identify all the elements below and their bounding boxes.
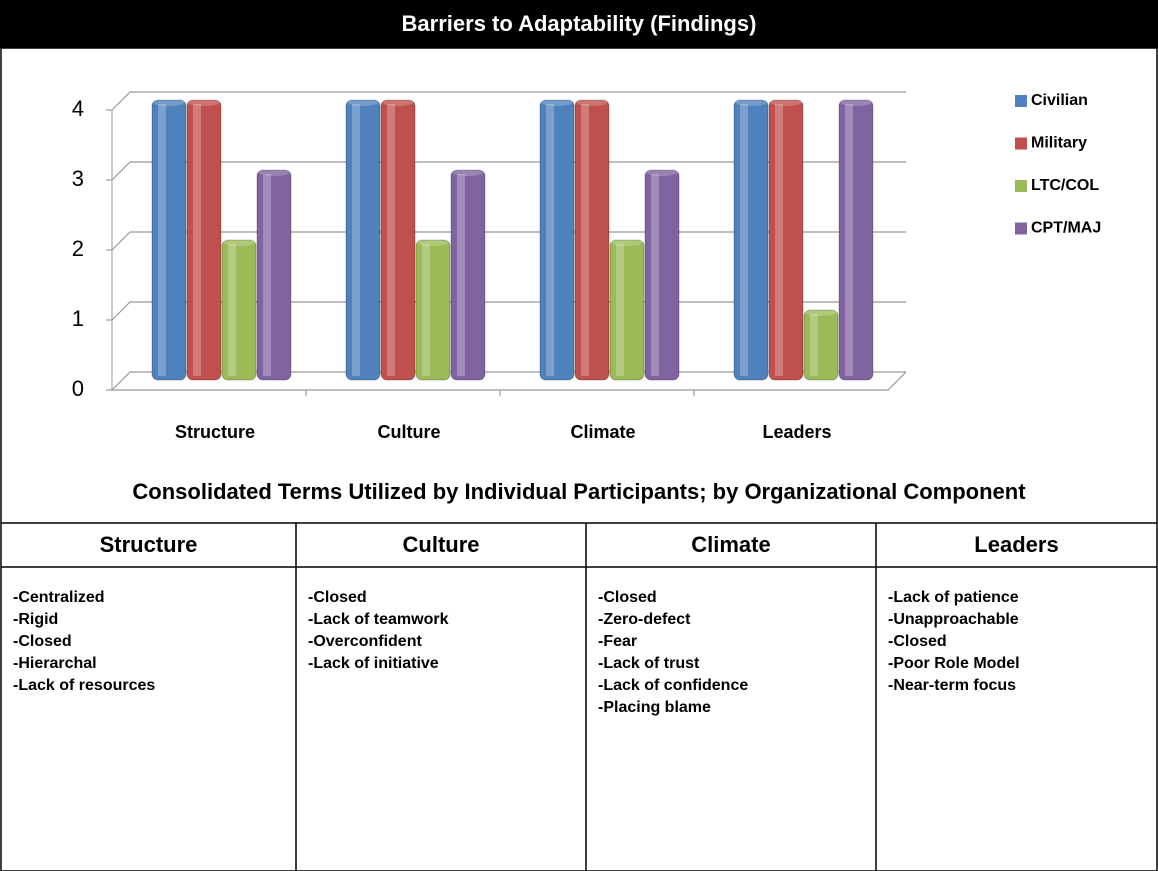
column-header: Climate <box>691 532 770 557</box>
bar-cap <box>347 98 379 106</box>
bar <box>644 169 680 381</box>
bar-cap <box>417 238 449 246</box>
bar <box>838 99 874 381</box>
bar <box>415 239 451 381</box>
bar <box>574 99 610 381</box>
legend-swatch <box>1015 222 1027 235</box>
column-item: -Centralized <box>13 589 105 606</box>
column-item: -Fear <box>598 633 637 650</box>
grid-line <box>111 91 906 111</box>
bar-cap <box>611 238 643 246</box>
column-item: -Poor Role Model <box>888 655 1020 672</box>
bar-highlight <box>158 104 166 376</box>
y-tick-label: 1 <box>72 306 84 331</box>
bar-cap <box>541 98 573 106</box>
x-tick-label: Climate <box>570 422 635 442</box>
bar-cap <box>223 238 255 246</box>
bar-highlight <box>422 244 430 376</box>
legend-swatch <box>1015 180 1027 192</box>
column-item: -Lack of resources <box>13 677 155 694</box>
column-item: -Rigid <box>13 611 58 628</box>
bar-cap <box>576 98 608 106</box>
bar-cap <box>646 168 678 176</box>
y-tick-label: 2 <box>72 236 84 261</box>
bar <box>450 169 486 381</box>
y-tick-label: 0 <box>72 376 84 401</box>
column-item: -Closed <box>888 633 947 650</box>
y-tick-label: 3 <box>72 166 84 191</box>
bar-highlight <box>352 104 360 376</box>
bar-cap <box>382 98 414 106</box>
bar <box>221 239 257 381</box>
x-tick-label: Structure <box>175 422 255 442</box>
column-item: -Closed <box>598 589 657 606</box>
bar-highlight <box>651 174 659 376</box>
column-item: -Lack of patience <box>888 589 1019 606</box>
bar <box>151 99 187 381</box>
bar-highlight <box>193 104 201 376</box>
column-item: -Lack of confidence <box>598 677 748 694</box>
column-header: Culture <box>403 532 480 557</box>
bar-highlight <box>457 174 465 376</box>
bar-cap <box>735 98 767 106</box>
column-item: -Closed <box>308 589 367 606</box>
y-tick-label: 4 <box>72 96 84 121</box>
bar-highlight <box>581 104 589 376</box>
floor <box>112 371 907 391</box>
bar-cap <box>153 98 185 106</box>
x-tick-label: Leaders <box>762 422 831 442</box>
legend-label: Military <box>1031 135 1087 152</box>
bar-highlight <box>263 174 271 376</box>
column-item: -Closed <box>13 633 72 650</box>
bar <box>609 239 645 381</box>
bar-highlight <box>228 244 236 376</box>
bar-cap <box>840 98 872 106</box>
bar-cap <box>452 168 484 176</box>
bar-highlight <box>845 104 853 376</box>
legend-swatch <box>1015 95 1027 107</box>
bar <box>733 99 769 381</box>
bar-cap <box>188 98 220 106</box>
column-item: -Near-term focus <box>888 677 1016 694</box>
column-item: -Lack of trust <box>598 655 700 672</box>
grid-line <box>111 161 906 181</box>
bar-highlight <box>387 104 395 376</box>
bar <box>539 99 575 381</box>
bar-cap <box>770 98 802 106</box>
bar-highlight <box>546 104 554 376</box>
bar-cap <box>805 308 837 316</box>
column-item: -Placing blame <box>598 699 711 716</box>
bar <box>380 99 416 381</box>
legend-label: CPT/MAJ <box>1031 220 1101 237</box>
column-item: -Lack of teamwork <box>308 611 449 628</box>
column-header: Leaders <box>974 532 1058 557</box>
legend-label: Civilian <box>1031 92 1088 109</box>
column-item: -Hierarchal <box>13 655 97 672</box>
bar <box>768 99 804 381</box>
bar <box>256 169 292 381</box>
bar-cap <box>258 168 290 176</box>
bar-highlight <box>810 314 818 376</box>
x-tick-label: Culture <box>378 422 441 442</box>
column-item: -Unapproachable <box>888 611 1019 628</box>
column-item: -Zero-defect <box>598 611 691 628</box>
legend-label: LTC/COL <box>1031 177 1099 194</box>
chart-title: Barriers to Adaptability (Findings) <box>402 11 757 36</box>
bar-highlight <box>740 104 748 376</box>
bar-highlight <box>775 104 783 376</box>
column-item: -Overconfident <box>308 633 422 650</box>
bar <box>345 99 381 381</box>
frame <box>0 47 1158 871</box>
title-bar <box>0 0 1158 48</box>
bar-highlight <box>616 244 624 376</box>
section-title: Consolidated Terms Utilized by Individua… <box>132 479 1026 504</box>
column-item: -Lack of initiative <box>308 655 439 672</box>
legend-swatch <box>1015 137 1027 150</box>
column-header: Structure <box>100 532 198 557</box>
bar <box>803 309 839 381</box>
bar <box>186 99 222 381</box>
